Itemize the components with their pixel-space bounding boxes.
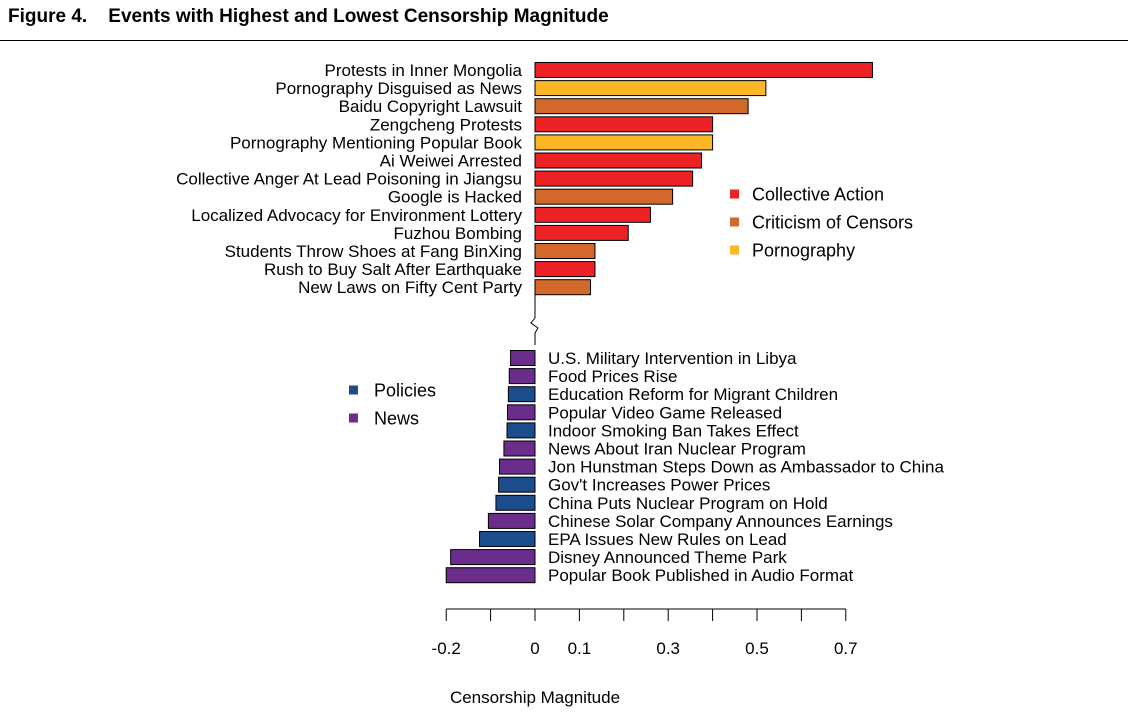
bar-bottom-2 xyxy=(507,386,536,403)
bottom-event-label: U.S. Military Intervention in Libya xyxy=(548,349,797,368)
bottom-event-label: Gov't Increases Power Prices xyxy=(548,476,770,495)
x-tick-label: 0.7 xyxy=(834,639,858,658)
top-event-label: Zengcheng Protests xyxy=(370,115,522,134)
top-event-label: New Laws on Fifty Cent Party xyxy=(298,278,522,297)
figure-title: Figure 4. Events with Highest and Lowest… xyxy=(8,6,609,27)
bar-top-10 xyxy=(534,243,596,259)
bar-top-9 xyxy=(534,224,629,241)
bar-top-6 xyxy=(534,170,694,187)
x-tick-label: 0 xyxy=(530,639,539,658)
top-event-label: Pornography Mentioning Popular Book xyxy=(230,133,523,152)
legend-bottom: Policies News xyxy=(349,381,436,429)
bottom-event-label: China Puts Nuclear Program on Hold xyxy=(548,494,828,513)
top-event-label: Students Throw Shoes at Fang BinXing xyxy=(225,242,522,261)
bar-bottom-9 xyxy=(487,512,536,529)
x-axis-label: Censorship Magnitude xyxy=(450,688,620,707)
bar-top-8 xyxy=(534,206,651,223)
bar-bottom-5 xyxy=(503,440,536,457)
legend-swatch xyxy=(349,413,358,423)
bottom-event-label: Disney Announced Theme Park xyxy=(548,548,787,567)
x-tick-label: 0.5 xyxy=(745,639,769,658)
top-event-label: Localized Advocacy for Environment Lotte… xyxy=(191,206,522,225)
bar-top-7 xyxy=(534,188,674,205)
bottom-event-label: Popular Book Published in Audio Format xyxy=(548,566,854,585)
bar-top-3 xyxy=(534,116,714,133)
bar-bottom-7 xyxy=(498,476,536,493)
top-event-label: Collective Anger At Lead Poisoning in Ji… xyxy=(176,170,522,189)
x-axis: -0.2 0 0.1 0.3 0.5 0.7 xyxy=(432,608,858,658)
legend-label: Collective Action xyxy=(752,185,884,205)
bar-bottom-11 xyxy=(450,549,536,566)
top-event-label: Fuzhou Bombing xyxy=(393,224,522,243)
bottom-event-label: Education Reform for Migrant Children xyxy=(548,385,838,404)
bar-top-4 xyxy=(534,134,714,151)
bar-top-11 xyxy=(534,261,596,278)
top-event-label: Ai Weiwei Arrested xyxy=(380,152,522,171)
bottom-bars-group xyxy=(445,350,536,584)
legend-top: Collective Action Criticism of Censors Por… xyxy=(730,185,913,261)
top-event-label: Google is Hacked xyxy=(388,188,522,207)
bar-bottom-8 xyxy=(495,494,536,511)
bar-top-2 xyxy=(534,98,749,115)
axis-break-mark xyxy=(530,295,539,345)
legend-label: Criticism of Censors xyxy=(752,213,913,233)
x-tick-label: -0.2 xyxy=(432,639,461,658)
x-tick-label: 0.3 xyxy=(656,639,680,658)
bottom-event-label: Jon Hunstman Steps Down as Ambassador to… xyxy=(548,458,944,477)
bar-bottom-10 xyxy=(479,531,536,547)
bottom-event-label: Food Prices Rise xyxy=(548,367,677,386)
bottom-event-label: Popular Video Game Released xyxy=(548,403,782,422)
bottom-event-label: News About Iran Nuclear Program xyxy=(548,440,806,459)
bar-bottom-4 xyxy=(506,422,536,439)
bar-bottom-12 xyxy=(445,567,536,584)
bottom-event-label: EPA Issues New Rules on Lead xyxy=(548,530,787,549)
bar-top-0 xyxy=(534,62,873,78)
legend-swatch xyxy=(349,385,358,395)
bottom-event-label: Indoor Smoking Ban Takes Effect xyxy=(548,421,799,440)
top-event-label: Rush to Buy Salt After Earthquake xyxy=(264,260,522,279)
legend-label: News xyxy=(374,409,419,429)
bar-bottom-1 xyxy=(508,368,536,385)
top-event-label: Protests in Inner Mongolia xyxy=(325,61,523,80)
legend-label: Policies xyxy=(374,381,436,401)
legend-swatch xyxy=(730,217,739,227)
legend-swatch xyxy=(730,245,739,255)
title-rule xyxy=(0,40,1128,41)
bottom-event-label: Chinese Solar Company Announces Earnings xyxy=(548,512,893,531)
top-bars-group xyxy=(534,62,873,296)
bar-top-5 xyxy=(534,152,702,169)
top-event-label: Baidu Copyright Lawsuit xyxy=(339,97,523,116)
legend-label: Pornography xyxy=(752,241,855,261)
bar-bottom-6 xyxy=(498,458,536,475)
legend-swatch xyxy=(730,189,739,199)
top-event-label: Pornography Disguised as News xyxy=(275,79,522,98)
bottom-labels-group: U.S. Military Intervention in LibyaFood … xyxy=(548,349,944,585)
bar-bottom-0 xyxy=(510,350,536,366)
bar-top-12 xyxy=(534,279,591,296)
x-tick-label: 0.1 xyxy=(568,639,592,658)
bar-bottom-3 xyxy=(506,404,536,421)
bar-top-1 xyxy=(534,80,767,97)
